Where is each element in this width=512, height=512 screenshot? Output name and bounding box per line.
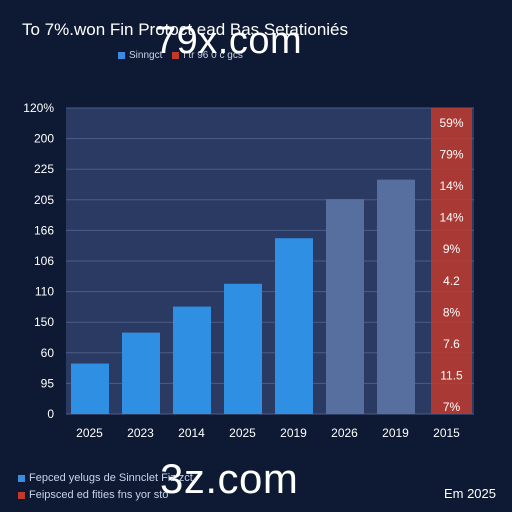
bar (173, 306, 211, 414)
band-label: 7.6 (443, 337, 460, 351)
bar (326, 199, 364, 414)
band-label: 11.5 (440, 368, 463, 382)
x-tick-label: 2019 (280, 426, 307, 440)
legend-top-item: l tr 96 0 c gcs (172, 50, 243, 61)
y-tick-label: 110 (35, 285, 54, 299)
legend-swatch-red (172, 51, 180, 59)
y-tick-label: 106 (34, 254, 54, 268)
x-tick-label: 2015 (433, 426, 460, 440)
band-label: 79% (439, 148, 463, 162)
x-tick-label: 2025 (229, 426, 256, 440)
legend-bottom-label-1: Feipsced ed fities fns yor sto (29, 489, 169, 501)
x-tick-label: 2019 (382, 426, 409, 440)
legend-bottom-item: Feipsced ed fities fns yor sto (18, 489, 196, 501)
bar (275, 238, 313, 414)
bar (71, 363, 109, 414)
legend-bottom-swatch-red (18, 491, 25, 499)
band-label: 4.2 (443, 274, 460, 288)
watermark-bottom: 3z.com (160, 455, 299, 502)
y-tick-label: 95 (41, 376, 55, 390)
bar (224, 283, 262, 414)
y-tick-label: 60 (41, 346, 55, 360)
legend-bottom-swatch-blue (18, 474, 25, 482)
legend-bottom-label-0: Fepced yelugs de Sinnclet Fiz zct. (29, 472, 196, 484)
band-label: 14% (439, 179, 463, 193)
bar (377, 179, 415, 414)
legend-top-label-1: l tr 96 0 c gcs (183, 50, 243, 61)
corner-label: Em 2025 (443, 486, 496, 501)
band-label: 14% (439, 211, 463, 225)
x-tick-label: 2023 (127, 426, 154, 440)
legend-bottom: Fepced yelugs de Sinnclet Fiz zct. Feips… (18, 472, 196, 506)
red-band (431, 108, 472, 414)
y-tick-label: 166 (34, 223, 54, 237)
y-tick-label: 120% (23, 101, 54, 115)
legend-top: Sinngct l tr 96 0 c gcs (118, 50, 243, 61)
x-tick-label: 2014 (178, 426, 205, 440)
y-tick-label: 0 (47, 407, 54, 421)
bar (122, 332, 160, 414)
band-label: 8% (443, 305, 461, 319)
legend-top-label-0: Sinngct (129, 50, 163, 61)
y-tick-label: 150 (34, 315, 54, 329)
band-label: 7% (443, 400, 461, 414)
chart-title: To 7%.won Fin Protoct ead Bas Setationié… (22, 20, 349, 39)
x-tick-label: 2026 (331, 426, 358, 440)
band-label: 59% (439, 116, 463, 130)
x-tick-label: 2025 (76, 426, 103, 440)
legend-bottom-item: Fepced yelugs de Sinnclet Fiz zct. (18, 472, 196, 484)
y-tick-label: 205 (34, 193, 54, 207)
legend-top-item: Sinngct (118, 50, 162, 61)
y-tick-label: 225 (34, 162, 54, 176)
legend-swatch-blue (118, 51, 125, 59)
band-label: 9% (443, 242, 461, 256)
watermark-top: 79x.com (155, 20, 303, 62)
y-tick-label: 200 (34, 132, 54, 146)
